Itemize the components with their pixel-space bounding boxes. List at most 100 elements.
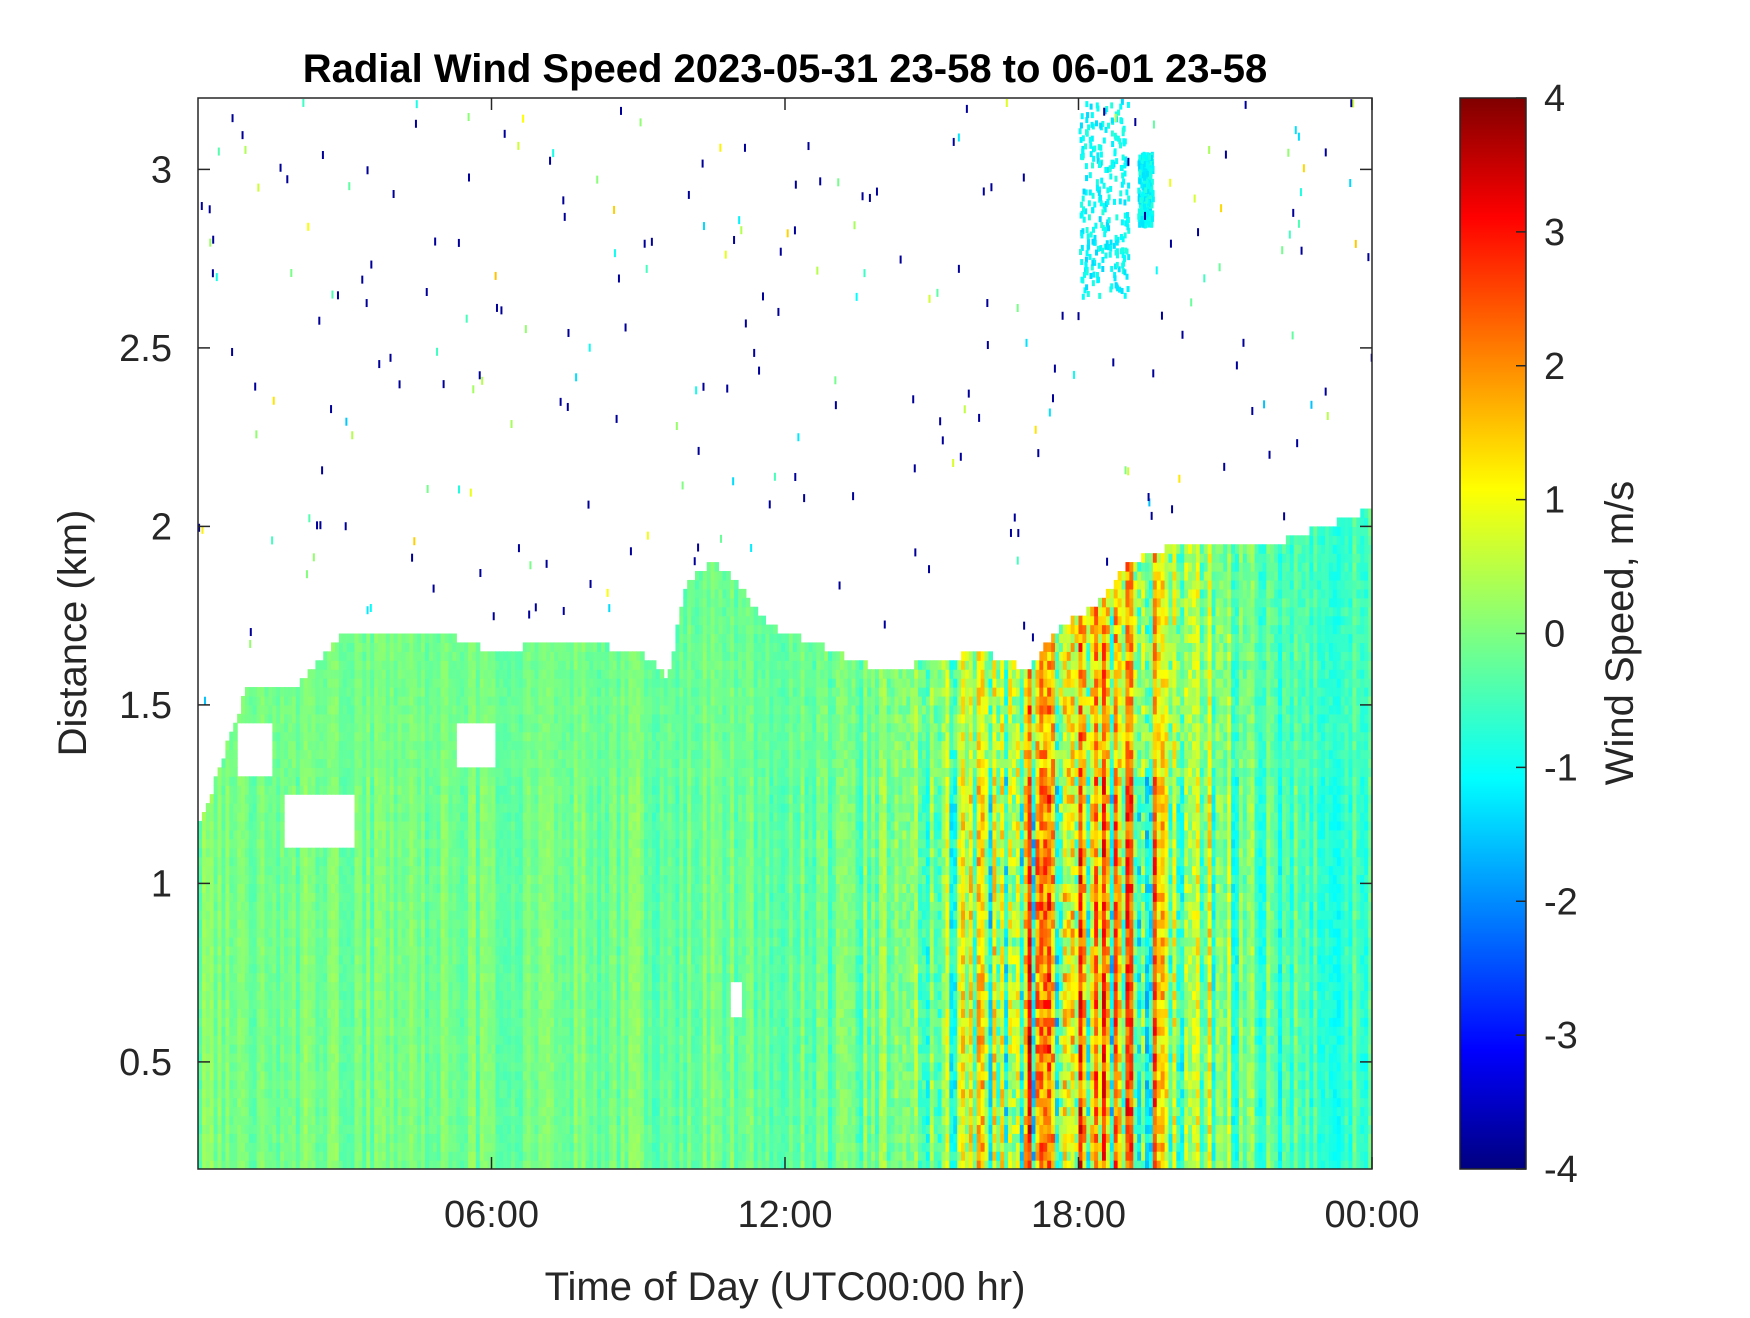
heatmap-cell [413,1124,418,1134]
heatmap-cell [554,642,559,652]
heatmap-cell [358,794,363,804]
heatmap-cell [483,1088,489,1099]
heatmap-cell [534,1106,540,1117]
heatmap-cell [374,767,379,777]
heatmap-cell [221,1151,226,1161]
heatmap-cell [272,963,277,974]
heatmap-cell [417,865,422,876]
heatmap-cell [268,963,273,974]
heatmap-cell [538,820,543,831]
heatmap-cell [514,1142,520,1152]
heatmap-cell [421,1044,426,1054]
heatmap-cell [460,847,465,858]
heatmap-cell [342,1088,348,1099]
heatmap-cell [284,695,289,706]
heatmap-cell [542,928,547,938]
heatmap-cell [534,1088,540,1099]
heatmap-cell [440,785,446,795]
heatmap-cell [288,865,293,876]
heatmap-cell [436,713,442,724]
heatmap-cell [319,928,324,938]
heatmap-cell [385,704,391,715]
heatmap-cell [370,812,375,822]
heatmap-cell [511,731,516,742]
heatmap-cell [464,776,469,786]
heatmap-cell [237,990,242,1001]
heatmap-cell [421,919,426,929]
heatmap-cell [229,981,234,992]
heatmap-cell [354,990,360,1001]
heatmap-cell [342,990,348,1001]
heatmap-cell [538,695,543,706]
heatmap-cell [319,936,324,947]
heatmap-cell [507,847,512,858]
heatmap-cell [291,910,297,920]
heatmap-cell [252,687,258,697]
heatmap-cell [444,803,450,813]
heatmap-cell [546,1079,551,1090]
heatmap-cell [284,704,289,715]
heatmap-cell [424,945,430,956]
heatmap-cell [260,820,266,831]
heatmap-cell [452,812,457,822]
heatmap-cell [284,919,289,929]
heatmap-cell [428,1079,434,1090]
heatmap-cell [514,838,520,849]
heatmap-cell [303,847,309,858]
heatmap-cell [276,803,281,813]
heatmap-cell [327,856,332,867]
heatmap-cell [205,812,211,822]
heatmap-cell [464,1088,469,1099]
heatmap-cell [554,794,559,804]
heatmap-cell [468,776,473,786]
heatmap-cell [475,883,481,893]
heatmap-cell [350,731,356,742]
heatmap-cell [205,838,211,849]
heatmap-cell [409,731,414,742]
heatmap-cell [205,883,211,893]
heatmap-cell [338,856,344,867]
heatmap-cell [252,865,258,876]
heatmap-cell [299,767,305,777]
heatmap-cell [526,785,532,795]
heatmap-cell [530,883,536,893]
heatmap-cell [554,776,559,786]
heatmap-cell [401,901,406,911]
heatmap-cell [331,963,336,974]
heatmap-cell [424,865,430,876]
heatmap-cell [272,919,277,929]
heatmap-cell [366,847,371,858]
heatmap-cell [276,829,281,840]
heatmap-cell [522,981,528,992]
heatmap-cell [252,1035,258,1045]
heatmap-cell [291,874,297,885]
heatmap-cell [217,910,223,920]
heatmap-cell [319,1035,324,1045]
heatmap-cell [268,713,273,724]
heatmap-cell [436,820,442,831]
heatmap-cell [424,892,430,902]
heatmap-cell [530,856,536,867]
heatmap-cell [307,767,313,777]
heatmap-cell [428,678,434,688]
heatmap-cell [503,812,508,822]
heatmap-cell [303,1035,309,1045]
heatmap-cell [280,1142,285,1152]
heatmap-cell [362,722,367,733]
heatmap-cell [362,1160,367,1169]
heatmap-cell [428,1142,434,1152]
heatmap-cell [538,936,543,947]
heatmap-cell [268,1044,273,1054]
heatmap-cell [428,642,434,652]
heatmap-cell [378,633,383,644]
heatmap-cell [464,892,469,902]
heatmap-cell [303,990,309,1001]
heatmap-cell [464,713,469,724]
heatmap-cell [401,874,406,885]
heatmap-cell [456,1106,461,1117]
heatmap-cell [507,1097,512,1108]
heatmap-cell [424,1124,430,1134]
heatmap-cell [444,642,450,652]
heatmap-cell [209,1142,215,1152]
heatmap-cell [491,687,497,697]
